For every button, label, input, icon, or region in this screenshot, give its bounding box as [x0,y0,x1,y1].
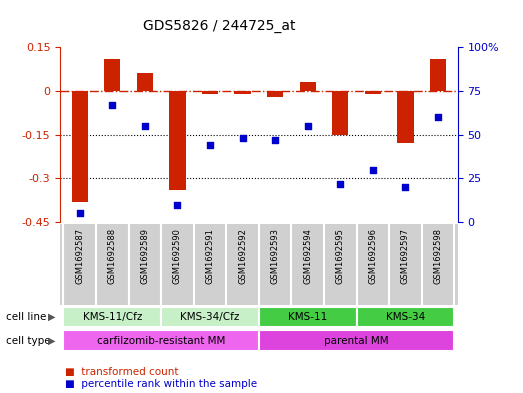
Point [238,135,247,141]
Text: KMS-11/Cfz: KMS-11/Cfz [83,312,142,322]
Point [303,123,312,129]
Point [434,114,442,120]
Bar [72,91,88,202]
Text: ▶: ▶ [48,336,55,345]
Bar [300,82,316,91]
Text: GSM1692596: GSM1692596 [368,228,378,284]
Bar [104,59,120,91]
Text: ■  percentile rank within the sample: ■ percentile rank within the sample [65,379,257,389]
Point [206,142,214,148]
Text: GSM1692591: GSM1692591 [206,228,214,284]
Text: GSM1692598: GSM1692598 [434,228,442,284]
Bar [259,307,357,327]
Bar [430,59,446,91]
Text: GSM1692597: GSM1692597 [401,228,410,284]
Text: GSM1692587: GSM1692587 [75,228,84,284]
Point [141,123,149,129]
Bar [365,91,381,94]
Point [173,201,181,208]
Text: KMS-34: KMS-34 [386,312,425,322]
Text: ■  transformed count: ■ transformed count [65,367,179,377]
Bar [267,91,283,97]
Bar [202,91,218,94]
Bar [161,307,259,327]
Text: GSM1692594: GSM1692594 [303,228,312,284]
Bar [63,330,259,351]
Bar [259,330,454,351]
Text: GSM1692590: GSM1692590 [173,228,182,284]
Text: carfilzomib-resistant MM: carfilzomib-resistant MM [97,336,225,345]
Bar [397,91,414,143]
Text: GSM1692588: GSM1692588 [108,228,117,284]
Text: GSM1692593: GSM1692593 [271,228,280,284]
Text: cell type: cell type [6,336,51,345]
Bar [234,91,251,94]
Bar [357,307,454,327]
Point [401,184,410,190]
Text: cell line: cell line [6,312,47,322]
Text: KMS-34/Cfz: KMS-34/Cfz [180,312,240,322]
Point [108,102,117,108]
Bar [137,73,153,91]
Text: KMS-11: KMS-11 [288,312,327,322]
Text: GSM1692589: GSM1692589 [140,228,150,284]
Point [336,180,345,187]
Bar [169,91,186,190]
Point [75,210,84,217]
Bar [332,91,348,134]
Point [369,167,377,173]
Text: GSM1692595: GSM1692595 [336,228,345,284]
Text: GDS5826 / 244725_at: GDS5826 / 244725_at [143,19,296,33]
Bar [63,307,161,327]
Text: GSM1692592: GSM1692592 [238,228,247,284]
Text: ▶: ▶ [48,312,55,322]
Point [271,137,279,143]
Text: parental MM: parental MM [324,336,389,345]
